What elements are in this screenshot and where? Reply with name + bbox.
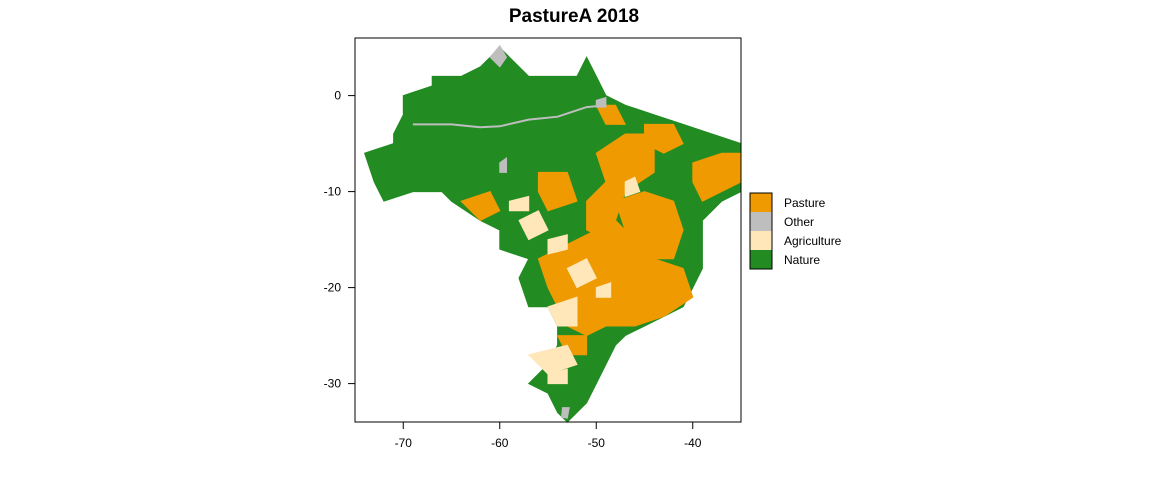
agriculture-region (527, 344, 578, 375)
pasture-region (537, 171, 578, 212)
legend-label: Other (784, 215, 814, 229)
agriculture-region (566, 258, 597, 289)
agriculture-region (547, 368, 568, 385)
legend-swatch (750, 250, 772, 269)
plot-frame (354, 37, 742, 423)
other-region (489, 44, 508, 68)
plot-title: PastureA 2018 (508, 6, 640, 27)
pasture-region (614, 191, 684, 260)
land-use-map (363, 44, 742, 423)
legend-label: Pasture (784, 196, 826, 210)
agriculture-region (595, 282, 612, 298)
legend-swatch (750, 193, 772, 212)
legend-label: Nature (784, 253, 820, 267)
agriculture-region (547, 296, 578, 327)
agriculture-region (518, 210, 549, 241)
legend-swatch (750, 212, 772, 231)
y-axis: 0 -10 -20 -30 (324, 89, 355, 391)
y-tick-label: 0 (334, 89, 341, 103)
x-tick-label: -40 (684, 436, 702, 450)
pasture-region (460, 190, 501, 222)
x-tick-label: -50 (588, 436, 606, 450)
y-tick-label: -30 (324, 377, 342, 391)
y-tick-label: -20 (324, 281, 342, 295)
pasture-region (595, 104, 627, 125)
other-region (560, 407, 570, 419)
y-tick-label: -10 (324, 185, 342, 199)
x-tick-label: -60 (491, 436, 509, 450)
river-line (412, 104, 606, 129)
agriculture-region (508, 195, 530, 212)
other-region (499, 157, 507, 173)
legend-swatch (750, 231, 772, 250)
agriculture-region (547, 234, 568, 255)
legend: Pasture Other Agriculture Nature (749, 192, 842, 270)
legend-label: Agriculture (784, 234, 842, 248)
x-tick-label: -70 (395, 436, 413, 450)
x-axis: -70 -60 -50 -40 (395, 422, 702, 450)
agriculture-region (624, 176, 641, 198)
pasture-region (644, 123, 684, 154)
legend-border (749, 192, 773, 270)
pasture-region (692, 152, 742, 202)
